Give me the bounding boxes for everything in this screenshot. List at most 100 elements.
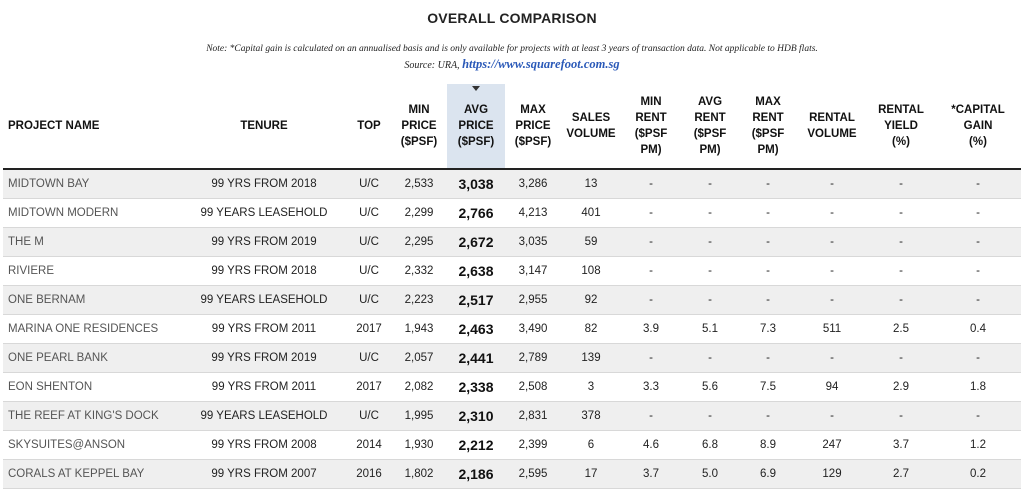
- cell-avg-price: 2,441: [447, 343, 505, 373]
- cell-min-rent: -: [621, 401, 681, 431]
- cell-avg-rent: -: [681, 169, 739, 199]
- header-top[interactable]: TOP: [347, 84, 391, 170]
- cell-tenure: 99 YRS FROM 2007: [181, 459, 347, 489]
- cell-project: SKYSUITES@ANSON: [3, 430, 181, 460]
- cell-tenure: 99 YEARS LEASEHOLD: [181, 198, 347, 228]
- cell-sales-volume: 139: [561, 343, 621, 373]
- table-body: MIDTOWN BAY 99 YRS FROM 2018 U/C 2,533 3,038…: [3, 169, 1021, 489]
- cell-top: U/C: [347, 198, 391, 228]
- cell-top: U/C: [347, 285, 391, 315]
- table-row[interactable]: THE M 99 YRS FROM 2019 U/C 2,295 2,672 3,035 5…: [3, 227, 1021, 257]
- cell-capital-gain: 0.4: [935, 314, 1021, 344]
- cell-max-price: 3,490: [505, 314, 561, 344]
- cell-max-rent: -: [739, 169, 797, 199]
- cell-rental-yield: 2.5: [867, 314, 935, 344]
- source-link[interactable]: https://www.squarefoot.com.sg: [462, 57, 620, 71]
- note-text: Note: *Capital gain is calculated on an …: [206, 44, 818, 54]
- header-rental-volume[interactable]: RENTAL VOLUME: [797, 84, 867, 170]
- header-line: VOLUME: [566, 128, 616, 140]
- cell-min-price: 2,533: [391, 169, 447, 199]
- cell-tenure: 99 YRS FROM 2011: [181, 372, 347, 402]
- header-capital-gain[interactable]: *CAPITAL GAIN (%): [935, 84, 1021, 170]
- cell-project: MIDTOWN MODERN: [3, 198, 181, 228]
- cell-min-price: 1,930: [391, 430, 447, 460]
- cell-max-price: 3,147: [505, 256, 561, 286]
- header-line: GAIN: [963, 120, 993, 132]
- cell-rental-yield: -: [867, 198, 935, 228]
- cell-min-price: 2,295: [391, 227, 447, 257]
- header-line: RENTAL: [878, 104, 924, 116]
- header-line: YIELD: [884, 120, 918, 132]
- cell-min-price: 2,332: [391, 256, 447, 286]
- header-avg-rent[interactable]: AVG RENT ($PSF PM): [681, 84, 739, 170]
- cell-sales-volume: 17: [561, 459, 621, 489]
- header-line: ($PSF): [514, 136, 552, 148]
- header-project-name[interactable]: PROJECT NAME: [3, 84, 181, 170]
- cell-max-price: 2,831: [505, 401, 561, 431]
- header-line: ($PSF: [693, 128, 727, 140]
- cell-rental-volume: -: [797, 198, 867, 228]
- cell-max-rent: -: [739, 256, 797, 286]
- header-avg-price[interactable]: AVG PRICE ($PSF): [447, 84, 505, 170]
- cell-max-price: 2,595: [505, 459, 561, 489]
- table-row[interactable]: MIDTOWN MODERN 99 YEARS LEASEHOLD U/C 2,299…: [3, 198, 1021, 228]
- cell-avg-rent: 5.6: [681, 372, 739, 402]
- cell-avg-rent: -: [681, 343, 739, 373]
- cell-avg-price: 2,672: [447, 227, 505, 257]
- cell-max-rent: 7.5: [739, 372, 797, 402]
- cell-max-price: 2,508: [505, 372, 561, 402]
- cell-min-rent: -: [621, 343, 681, 373]
- cell-min-rent: -: [621, 285, 681, 315]
- cell-min-rent: -: [621, 198, 681, 228]
- cell-avg-price: 2,638: [447, 256, 505, 286]
- table-row[interactable]: MIDTOWN BAY 99 YRS FROM 2018 U/C 2,533 3,038…: [3, 169, 1021, 199]
- header-rental-yield[interactable]: RENTAL YIELD (%): [867, 84, 935, 170]
- cell-project: THE REEF AT KING'S DOCK: [3, 401, 181, 431]
- header-line: PRICE: [401, 120, 437, 132]
- table-row[interactable]: THE REEF AT KING'S DOCK 99 YEARS LEASEHOL…: [3, 401, 1021, 431]
- cell-top: U/C: [347, 169, 391, 199]
- cell-avg-rent: 5.0: [681, 459, 739, 489]
- cell-sales-volume: 82: [561, 314, 621, 344]
- cell-rental-volume: -: [797, 227, 867, 257]
- table-row[interactable]: EON SHENTON 99 YRS FROM 2011 2017 2,082 2,33…: [3, 372, 1021, 402]
- header-min-rent[interactable]: MIN RENT ($PSF PM): [621, 84, 681, 170]
- table-row[interactable]: MARINA ONE RESIDENCES 99 YRS FROM 2011 201…: [3, 314, 1021, 344]
- cell-min-rent: -: [621, 169, 681, 199]
- cell-tenure: 99 YRS FROM 2018: [181, 169, 347, 199]
- table-row[interactable]: SKYSUITES@ANSON 99 YRS FROM 2008 2014 1,930…: [3, 430, 1021, 460]
- cell-avg-price: 2,212: [447, 430, 505, 460]
- cell-avg-price: 2,186: [447, 459, 505, 489]
- table-row[interactable]: ONE PEARL BANK 99 YRS FROM 2019 U/C 2,057 2,…: [3, 343, 1021, 373]
- cell-avg-rent: 6.8: [681, 430, 739, 460]
- cell-project: CORALS AT KEPPEL BAY: [3, 459, 181, 489]
- cell-avg-rent: -: [681, 285, 739, 315]
- cell-max-price: 2,789: [505, 343, 561, 373]
- cell-avg-price: 2,463: [447, 314, 505, 344]
- table-row[interactable]: ONE BERNAM 99 YEARS LEASEHOLD U/C 2,223 2,51…: [3, 285, 1021, 315]
- cell-sales-volume: 3: [561, 372, 621, 402]
- cell-top: U/C: [347, 401, 391, 431]
- header-max-price[interactable]: MAX PRICE ($PSF): [505, 84, 561, 170]
- cell-max-rent: 8.9: [739, 430, 797, 460]
- cell-max-price: 3,035: [505, 227, 561, 257]
- cell-tenure: 99 YRS FROM 2019: [181, 343, 347, 373]
- header-tenure[interactable]: TENURE: [181, 84, 347, 170]
- header-line: PRICE: [515, 120, 551, 132]
- cell-project: THE M: [3, 227, 181, 257]
- header-line: PRICE: [458, 120, 494, 132]
- header-sales-volume[interactable]: SALES VOLUME: [561, 84, 621, 170]
- cell-max-rent: -: [739, 227, 797, 257]
- header-min-price[interactable]: MIN PRICE ($PSF): [391, 84, 447, 170]
- header-line: ($PSF: [634, 128, 668, 140]
- cell-capital-gain: -: [935, 227, 1021, 257]
- cell-avg-rent: -: [681, 227, 739, 257]
- header-line: MAX: [520, 104, 546, 116]
- table-row[interactable]: CORALS AT KEPPEL BAY 99 YRS FROM 2007 2016…: [3, 459, 1021, 489]
- cell-sales-volume: 401: [561, 198, 621, 228]
- header-line: PM): [699, 144, 721, 156]
- header-line: SALES: [571, 112, 611, 124]
- table-row[interactable]: RIVIERE 99 YRS FROM 2018 U/C 2,332 2,638 3,14…: [3, 256, 1021, 286]
- header-max-rent[interactable]: MAX RENT ($PSF PM): [739, 84, 797, 170]
- cell-capital-gain: -: [935, 343, 1021, 373]
